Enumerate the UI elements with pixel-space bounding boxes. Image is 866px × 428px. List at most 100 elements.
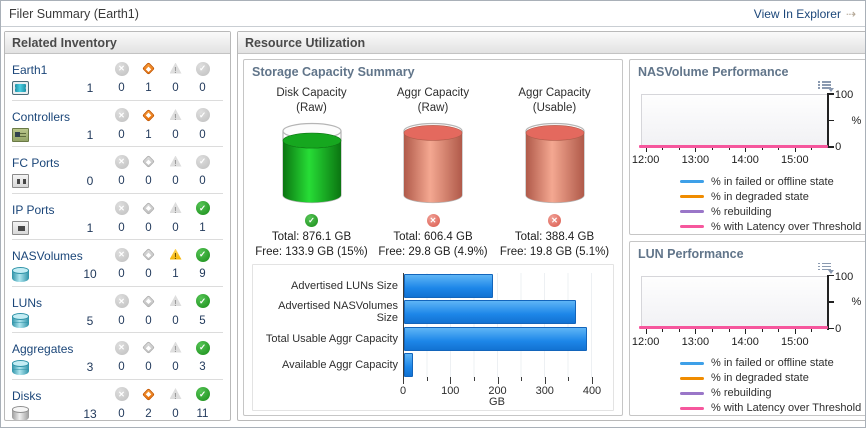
inventory-item-label[interactable]: FC Ports bbox=[12, 156, 60, 170]
y-axis-max-label: 100 bbox=[834, 89, 854, 101]
status-icon-cell bbox=[189, 340, 216, 355]
y-axis-tick bbox=[829, 119, 835, 121]
inventory-item-count: 5 bbox=[86, 313, 94, 328]
status-icon-cell bbox=[162, 62, 189, 76]
page-title: Filer Summary (Earth1) bbox=[9, 6, 139, 21]
legend-label: % in degraded state bbox=[711, 372, 809, 384]
status-icon-cell bbox=[135, 108, 162, 122]
view-in-explorer-link[interactable]: View In Explorer ⇢ bbox=[754, 7, 856, 21]
inventory-item-label[interactable]: LUNs bbox=[12, 295, 43, 310]
capacity-cylinder bbox=[403, 122, 463, 204]
bar-track bbox=[403, 299, 603, 326]
x-axis-tick bbox=[711, 147, 713, 150]
x-axis-tick bbox=[778, 328, 780, 332]
cylinder-holder bbox=[523, 116, 587, 212]
chart-menu-icon[interactable] bbox=[818, 262, 835, 274]
legend-line-swatch bbox=[680, 195, 704, 198]
inventory-item-label[interactable]: IP Ports bbox=[12, 202, 55, 217]
x-axis-tick bbox=[728, 328, 730, 332]
inventory-item-label[interactable]: Earth1 bbox=[12, 63, 48, 77]
status-icon-cell bbox=[108, 108, 135, 122]
status-count: 0 bbox=[118, 128, 125, 141]
status-icon-cell bbox=[189, 154, 216, 169]
status-count: 0 bbox=[145, 361, 152, 373]
x-axis-tick-label: 300 bbox=[535, 385, 554, 397]
inventory-row: LUNs 5 0 0 0 5 bbox=[12, 287, 223, 333]
warning-icon bbox=[169, 294, 183, 308]
x-axis-tick bbox=[778, 147, 780, 150]
x-axis-tick bbox=[592, 377, 593, 384]
filer-icon bbox=[12, 81, 29, 95]
series-line-at-zero bbox=[639, 326, 829, 329]
status-icon-cell bbox=[189, 387, 216, 401]
inventory-item-label[interactable]: NASVolumes bbox=[12, 249, 83, 263]
legend-line-swatch bbox=[680, 225, 704, 228]
status-count: 0 bbox=[118, 221, 125, 234]
inventory-row: IP Ports 1 0 0 0 1 bbox=[12, 194, 223, 240]
status-icon-cell bbox=[162, 108, 189, 122]
y-axis-min-label: 0 bbox=[835, 141, 842, 153]
status-count: 9 bbox=[199, 268, 206, 280]
x-axis-tick-label: 15:00 bbox=[781, 335, 809, 348]
status-count: 0 bbox=[172, 361, 179, 373]
suboptimal-icon bbox=[142, 294, 156, 308]
status-count: 0 bbox=[145, 221, 152, 234]
lun-icon bbox=[12, 313, 29, 328]
gauge-title-line1: Aggr Capacity bbox=[396, 87, 470, 99]
x-axis-tick-label: 14:00 bbox=[731, 154, 759, 166]
inventory-item-label[interactable]: Disks bbox=[12, 388, 42, 403]
bar-row: Total Usable Aggr Capacity bbox=[255, 325, 603, 352]
gauge-title-line1: Aggr Capacity bbox=[518, 87, 591, 99]
inventory-row: Disks 13 0 2 0 11 bbox=[12, 380, 223, 421]
status-count: 0 bbox=[118, 361, 125, 373]
inventory-item-count: 13 bbox=[83, 406, 97, 421]
x-axis-tick bbox=[426, 377, 428, 381]
x-axis-tick-label: 100 bbox=[441, 385, 460, 397]
bar-row: Advertised LUNs Size bbox=[255, 273, 603, 300]
inventory-item-count: 10 bbox=[83, 267, 97, 281]
chart-menu-icon[interactable] bbox=[818, 80, 835, 92]
ok-icon bbox=[195, 154, 210, 169]
inventory-row: Earth1 1 0 1 0 0 bbox=[12, 54, 223, 101]
status-count: 0 bbox=[145, 314, 152, 327]
y-axis-tick bbox=[829, 301, 835, 303]
bar-value bbox=[404, 352, 414, 377]
bar-category-label: Total Usable Aggr Capacity bbox=[265, 332, 398, 345]
status-count: 0 bbox=[172, 221, 179, 234]
capacity-gauges: Disk Capacity (Raw) Total: 876.1 GB Free: 1… bbox=[252, 79, 614, 264]
bar-chart-axis: GB 0 100 200 300 400 bbox=[400, 377, 603, 408]
warning-icon bbox=[169, 341, 183, 355]
status-count: 0 bbox=[118, 82, 125, 94]
bar-track bbox=[403, 351, 603, 378]
y-axis-unit-label: % bbox=[851, 114, 862, 127]
bar-value bbox=[404, 274, 494, 299]
gauge-total: Total: 606.4 GB bbox=[393, 231, 473, 243]
inventory-item-label[interactable]: Aggregates bbox=[12, 342, 74, 356]
gauge-total: Total: 388.4 GB bbox=[514, 231, 595, 243]
bar-chart-x-axis-label: GB bbox=[489, 396, 505, 408]
status-count: 0 bbox=[199, 128, 206, 141]
x-axis-tick bbox=[662, 328, 664, 332]
error-icon bbox=[114, 247, 129, 262]
y-axis-tick bbox=[829, 146, 835, 148]
suboptimal-icon bbox=[142, 62, 156, 76]
x-axis-labels: 12:00 13:00 14:00 15:00 bbox=[632, 335, 827, 349]
x-axis-tick bbox=[728, 147, 730, 150]
suboptimal-icon bbox=[142, 248, 156, 262]
x-axis-tick bbox=[711, 328, 713, 332]
status-count: 2 bbox=[145, 407, 152, 420]
chart-toolbar bbox=[638, 261, 861, 274]
inventory-item-label[interactable]: Controllers bbox=[12, 109, 71, 124]
chart-toolbar bbox=[638, 79, 861, 92]
legend-item: % in failed or offline state bbox=[680, 176, 861, 188]
inventory-item-count: 1 bbox=[86, 81, 94, 95]
legend-item: % in failed or offline state bbox=[680, 357, 861, 369]
status-count: 1 bbox=[145, 82, 152, 94]
status-icon-cell bbox=[108, 294, 135, 308]
inventory-item-count: 3 bbox=[86, 360, 94, 374]
status-icon-cell bbox=[189, 201, 216, 215]
capacity-cylinder bbox=[524, 122, 585, 204]
controller-icon bbox=[12, 127, 29, 142]
nasvolume-performance-title: NASVolume Performance bbox=[638, 65, 789, 79]
